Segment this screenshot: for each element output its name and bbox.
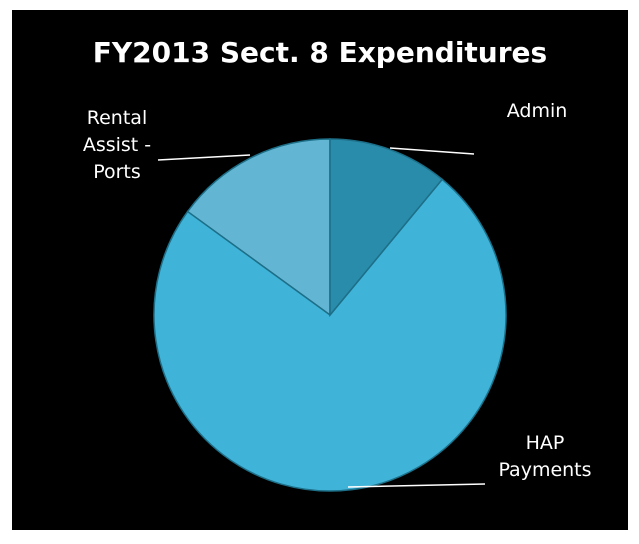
slice-label: Admin	[506, 100, 568, 122]
slice-label: HAP Payments	[498, 432, 592, 481]
slice-label: Rental Assist - Ports	[82, 107, 152, 183]
leader-lines	[157, 147, 486, 488]
leader-line	[389, 147, 475, 155]
pie-slice	[153, 178, 507, 492]
pie-slice	[186, 138, 331, 317]
chart-title: FY2013 Sect. 8 Expenditures	[92, 36, 548, 69]
pie-slice	[329, 138, 444, 318]
leader-line	[157, 154, 251, 161]
leader-line	[347, 483, 486, 488]
